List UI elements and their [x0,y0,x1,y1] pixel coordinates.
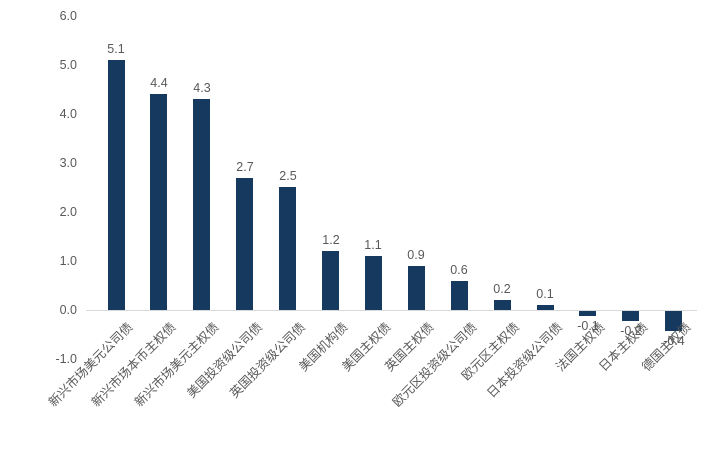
y-axis-tick-label: 0.0 [59,303,77,317]
y-axis-tick-label: -1.0 [55,352,77,366]
bar [579,311,596,316]
bar [108,60,125,310]
bar-value-label: 4.3 [193,81,211,95]
x-axis-category-label: 英国投资级公司债 [226,320,308,401]
y-axis-tick-label: 4.0 [59,107,77,121]
bar [322,251,339,310]
bar [150,94,167,310]
y-axis-tick-label: 2.0 [59,205,77,219]
bar [494,300,511,310]
bar [665,311,682,331]
bar-value-label: 5.1 [107,42,125,56]
bar [365,256,382,310]
bar [408,266,425,310]
x-axis-category-label: 新兴市场美元主权债 [132,320,222,410]
x-axis-category-label: 日本投资级公司债 [484,320,565,401]
bar-value-label: -0.2 [620,324,642,338]
bar [451,281,468,310]
bar [193,99,210,310]
y-axis-tick-label: 3.0 [59,156,77,170]
bar [279,187,296,310]
y-axis-tick-label: 6.0 [59,9,77,23]
bar-value-label: 2.7 [236,160,254,174]
y-axis-tick-label: 1.0 [59,254,77,268]
bar-value-label: 1.1 [364,238,382,252]
y-axis-tick-label: 5.0 [59,58,77,72]
bar-value-label: 2.5 [279,169,297,183]
bar-value-label: 1.2 [322,233,340,247]
bar-value-label: 0.6 [450,263,468,277]
bar [537,305,554,310]
bar [236,178,253,310]
bar-value-label: 0.9 [407,248,425,262]
bar-value-label: -0.4 [663,334,685,348]
bar-value-label: 0.2 [493,282,511,296]
bar [622,311,639,321]
bar-value-label: 4.4 [150,76,168,90]
x-axis-category-label: 美国投资级公司债 [183,320,265,401]
bar-value-label: 0.1 [536,287,554,301]
x-axis-line [86,310,697,311]
bar-value-label: -0.1 [577,319,599,333]
